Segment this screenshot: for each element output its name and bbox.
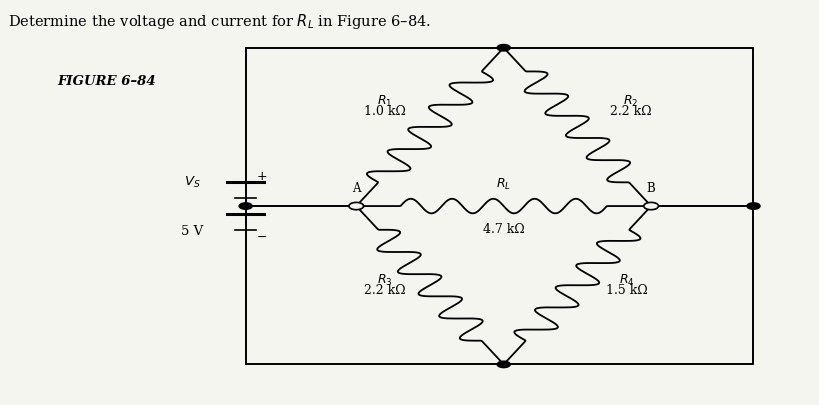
Circle shape — [645, 203, 658, 210]
Text: 2.2 kΩ: 2.2 kΩ — [610, 105, 651, 118]
Text: FIGURE 6–84: FIGURE 6–84 — [57, 75, 156, 87]
Text: 4.7 kΩ: 4.7 kΩ — [483, 222, 524, 235]
Circle shape — [239, 203, 252, 210]
Text: $R_4$: $R_4$ — [618, 272, 635, 287]
Text: A: A — [352, 182, 360, 195]
Text: $V_S$: $V_S$ — [184, 175, 201, 190]
Text: 5 V: 5 V — [181, 224, 204, 237]
Text: $R_1$: $R_1$ — [378, 94, 392, 109]
Text: $R_3$: $R_3$ — [378, 272, 392, 287]
Text: −: − — [257, 230, 267, 243]
Text: Determine the voltage and current for $R_L$ in Figure 6–84.: Determine the voltage and current for $R… — [8, 12, 432, 31]
Circle shape — [644, 203, 658, 210]
Text: +: + — [257, 170, 267, 183]
Text: 1.5 kΩ: 1.5 kΩ — [606, 283, 647, 296]
Text: B: B — [647, 182, 655, 195]
Text: 2.2 kΩ: 2.2 kΩ — [364, 283, 405, 296]
Circle shape — [747, 203, 760, 210]
Text: $R_L$: $R_L$ — [496, 177, 511, 192]
Circle shape — [349, 203, 364, 210]
Circle shape — [497, 45, 510, 52]
Circle shape — [497, 361, 510, 368]
Text: $R_2$: $R_2$ — [623, 94, 638, 109]
Text: 1.0 kΩ: 1.0 kΩ — [364, 105, 406, 118]
